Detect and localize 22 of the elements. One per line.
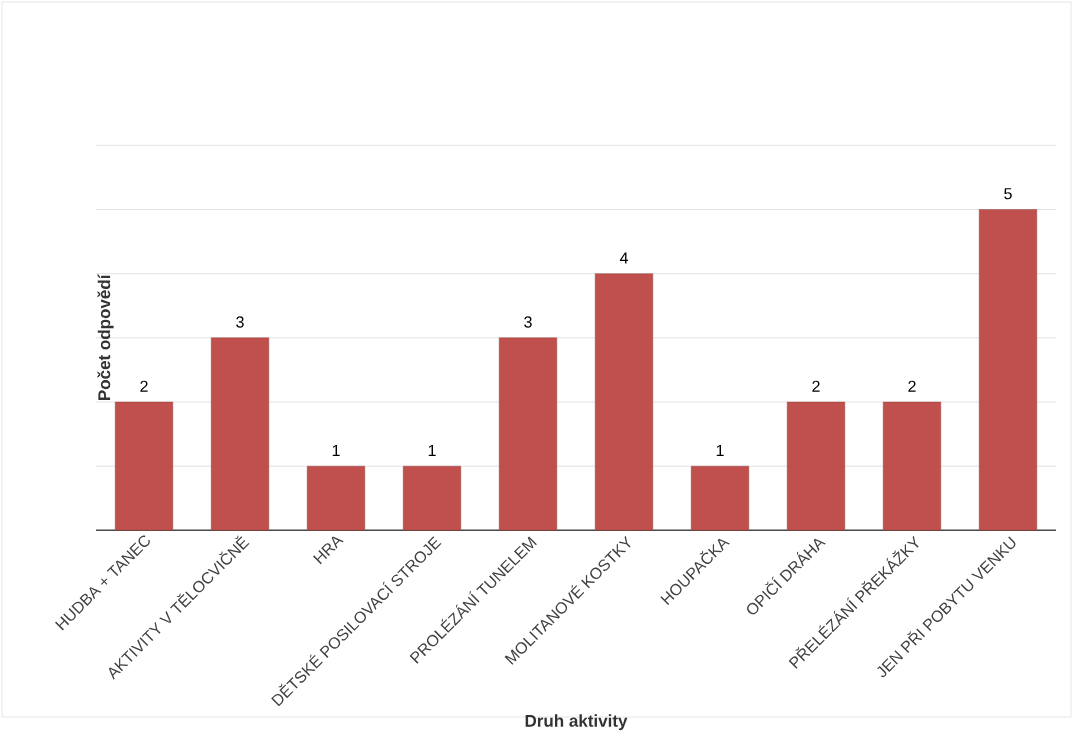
data-label: 1: [332, 444, 340, 456]
bar: [403, 465, 461, 531]
data-label: 1: [428, 444, 436, 456]
data-label: 5: [1004, 188, 1012, 200]
x-axis-title: Druh aktivity: [525, 714, 628, 731]
data-label: 2: [812, 380, 820, 392]
bar: [787, 401, 845, 531]
y-axis-title: Počet odpovědí: [97, 274, 114, 400]
bar: [211, 337, 270, 531]
bar: [979, 209, 1037, 531]
bar: [115, 401, 174, 531]
bar: [307, 465, 365, 531]
bar: [595, 273, 653, 531]
bar: [499, 337, 557, 531]
data-label: 2: [140, 380, 148, 392]
bar: [691, 465, 749, 531]
data-label: 2: [908, 380, 916, 392]
data-label: 4: [619, 252, 628, 264]
bar: [883, 401, 941, 531]
data-label: 3: [236, 316, 244, 328]
data-label: 1: [716, 444, 724, 456]
data-label: 3: [524, 316, 532, 328]
